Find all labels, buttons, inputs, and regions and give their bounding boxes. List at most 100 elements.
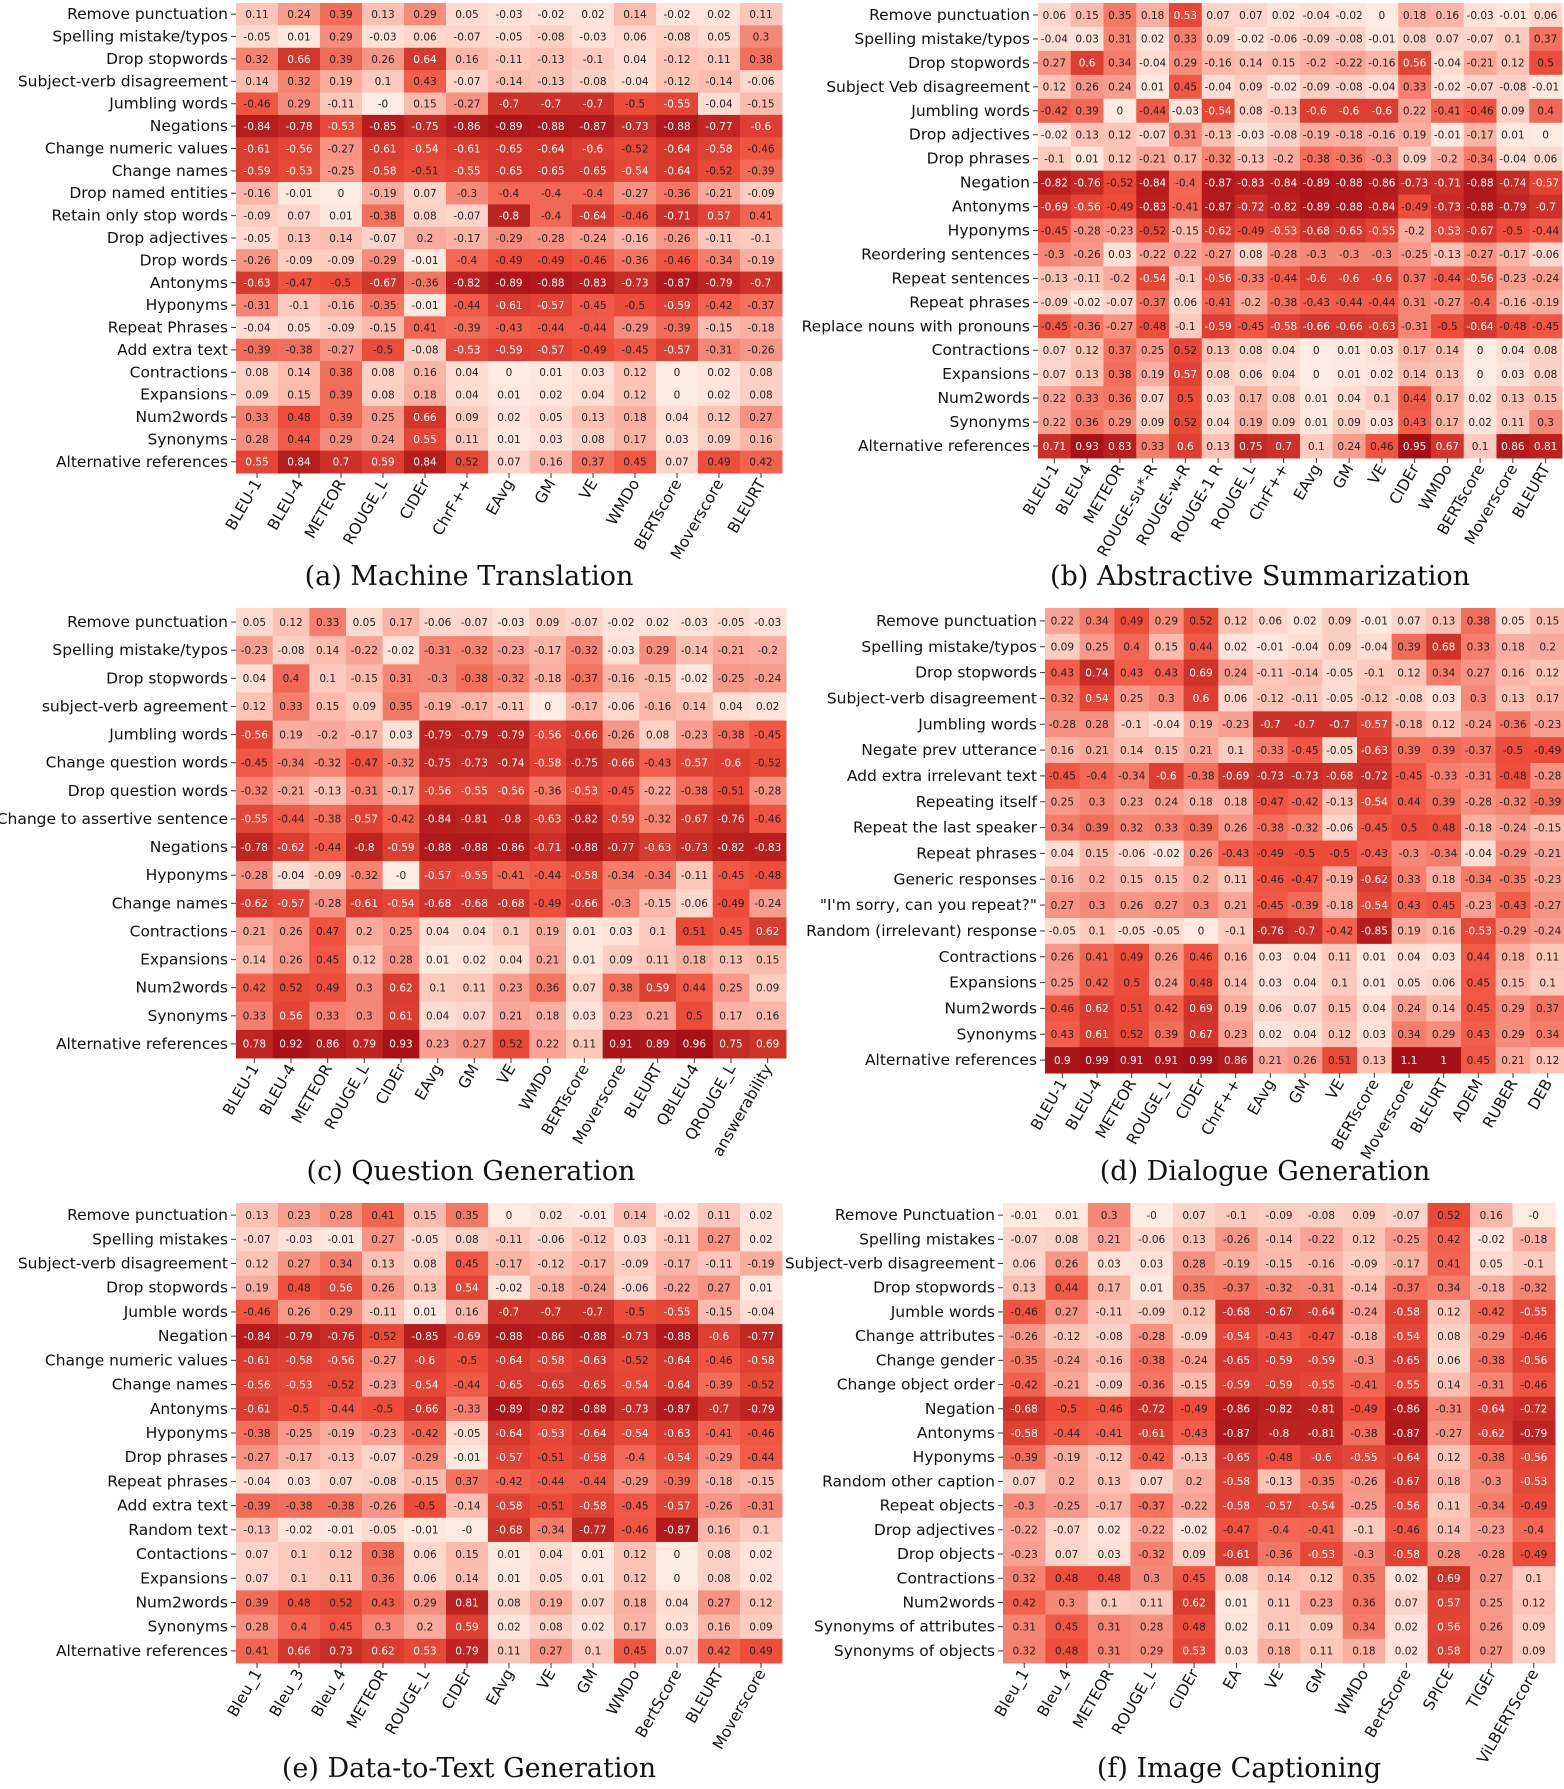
cell-value-label: -0.58: [1011, 1428, 1038, 1440]
cell-value-label: 0.56: [279, 1011, 303, 1023]
heatmap-cell: [740, 1348, 783, 1373]
heatmap-cell: [740, 1614, 783, 1640]
heatmap-cell: [1070, 170, 1104, 196]
cell-value-label: -0.14: [1265, 1234, 1292, 1246]
heatmap-cell: [278, 1493, 321, 1519]
cell-value-label: 0.3: [1143, 1573, 1160, 1585]
heatmap-cell: [572, 1275, 615, 1301]
heatmap-cell: [1045, 969, 1081, 996]
heatmap-cell: [320, 405, 363, 429]
heatmap-cell: [488, 405, 531, 429]
heatmap-cell: [1234, 338, 1268, 363]
cell-value-label: -0.4: [1269, 1525, 1290, 1537]
cell-value-label: -0.7: [583, 1307, 604, 1319]
row-label: Spelling mistakes: [859, 1230, 995, 1248]
heatmap-cell: [1391, 918, 1427, 945]
heatmap-cell: [1003, 1517, 1046, 1543]
heatmap-cell: [1087, 1541, 1131, 1567]
cell-value-label: -0.59: [243, 166, 270, 178]
heatmap-cell: [639, 636, 677, 665]
cell-value-label: -0.04: [1291, 642, 1318, 654]
cell-value-label: 0.01: [749, 1283, 772, 1295]
row-label: Spelling mistakes: [92, 1230, 228, 1248]
cell-value-label: -0.25: [327, 166, 354, 178]
cell-value-label: -0.23: [1534, 719, 1561, 731]
heatmap-cell: [1045, 1203, 1089, 1228]
heatmap-cell: [446, 47, 489, 71]
heatmap-cell: [1495, 763, 1531, 790]
heatmap-cell: [1103, 98, 1137, 124]
cell-value-label: 0.04: [1363, 1003, 1387, 1015]
cell-value-label: 0.12: [245, 1258, 268, 1270]
cell-value-label: -0.28: [1049, 719, 1076, 731]
cell-value-label: -0.79: [705, 278, 732, 290]
heatmap-cell: [1087, 1566, 1131, 1591]
cell-value-label: 0.92: [279, 1039, 302, 1051]
heatmap-cell: [676, 1001, 714, 1031]
cell-value-label: 0.62: [1182, 1597, 1205, 1609]
heatmap-cell: [698, 182, 741, 205]
cell-value-label: -0.01: [285, 188, 312, 200]
cell-value-label: 0.37: [1403, 273, 1426, 285]
cell-value-label: 0.08: [1437, 1331, 1460, 1343]
heatmap-cell: [656, 1227, 699, 1252]
cell-value-label: -0.83: [579, 278, 606, 290]
heatmap-cell: [1398, 242, 1432, 267]
heatmap-cell: [1365, 410, 1399, 435]
heatmap-cell: [362, 361, 405, 384]
cell-value-label: 0.29: [287, 99, 310, 111]
heatmap-cell: [1426, 659, 1462, 686]
cell-value-label: 0.04: [1293, 977, 1317, 989]
cell-value-label: -0.84: [424, 814, 451, 826]
cell-value-label: -0.59: [1265, 1355, 1292, 1367]
heatmap-cell: [1130, 1590, 1174, 1616]
heatmap-cell: [272, 917, 310, 946]
heatmap-cell: [614, 25, 657, 49]
heatmap-cell: [236, 1227, 279, 1252]
cell-value-label: 0.05: [353, 617, 376, 629]
cell-value-label: 0.19: [1189, 719, 1212, 731]
cell-value-label: 0.01: [1305, 393, 1328, 405]
heatmap-cell: [272, 1029, 310, 1059]
cell-value-label: -0.45: [1395, 771, 1422, 783]
row-label: Change numeric values: [45, 1351, 228, 1369]
heatmap-cell: [1136, 362, 1170, 387]
cell-value-label: -0.89: [1303, 177, 1330, 189]
heatmap-cell: [236, 293, 279, 317]
cell-value-label: 0.01: [329, 210, 352, 222]
row-label: Spelling mistake/typos: [854, 30, 1030, 48]
heatmap-cell: [1045, 1638, 1089, 1664]
heatmap-cell: [236, 361, 279, 384]
column-label: VE: [494, 1061, 520, 1088]
heatmap-cell: [656, 1420, 699, 1446]
cell-value-label: -0.41: [1350, 1379, 1377, 1391]
cell-value-label: -0.29: [411, 1452, 438, 1464]
row-label: Random text: [128, 1521, 228, 1539]
cell-value-label: -0.1: [751, 233, 772, 245]
cell-value-label: -0.67: [681, 814, 708, 826]
cell-value-label: 0.45: [329, 1621, 352, 1633]
heatmap-cell: [1114, 840, 1150, 867]
heatmap-cell: [698, 316, 741, 340]
heatmap-cell: [488, 204, 531, 228]
heatmap-cell: [1300, 1203, 1344, 1228]
heatmap-cell: [740, 1541, 783, 1567]
heatmap-cell: [1234, 170, 1268, 196]
heatmap-cell: [1172, 1203, 1216, 1228]
cell-value-label: -0.17: [351, 729, 378, 741]
heatmap-cell: [488, 1493, 531, 1519]
cell-value-label: -0.46: [747, 1428, 774, 1440]
cell-value-label: -0.13: [1434, 249, 1461, 261]
heatmap-cell: [320, 271, 363, 295]
cell-value-label: -0.17: [534, 645, 561, 657]
cell-value-label: 0.1: [1472, 441, 1489, 453]
cell-value-label: 0.33: [316, 617, 339, 629]
cell-value-label: -0.23: [1011, 1549, 1038, 1561]
heatmap-cell: [446, 1517, 489, 1543]
heatmap-cell: [1287, 659, 1323, 686]
cell-value-label: 0: [338, 188, 345, 200]
column-label: GM: [455, 1061, 483, 1092]
cell-value-label: -0.57: [537, 345, 564, 357]
cell-value-label: -0.11: [705, 233, 732, 245]
cell-value-label: -0.4: [1470, 297, 1491, 309]
